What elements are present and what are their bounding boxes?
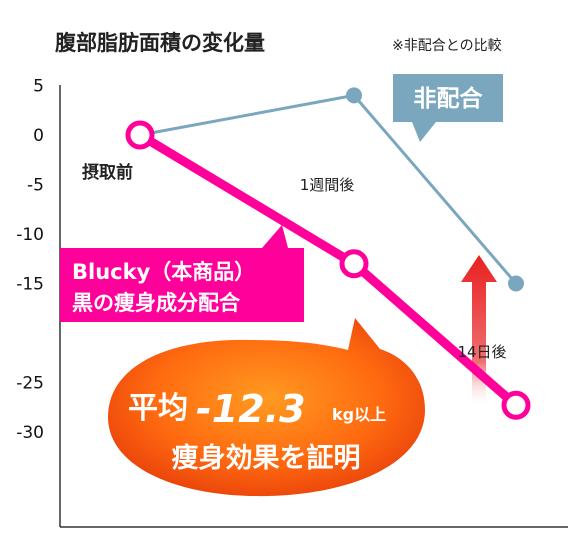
control-legend-box: 非配合 [393,74,503,142]
y-tick-label: -10 [16,225,44,245]
y-tick-label: -5 [27,176,44,196]
chart-title: 腹部脂肪面積の変化量 [55,31,265,55]
product-series-name-line2: 黒の痩身成分配合 [72,291,241,315]
control-data-point [346,87,362,104]
control-series-name: 非配合 [414,85,484,112]
y-tick-label: 5 [33,77,44,97]
chart-note: ※非配合との比較 [392,38,502,54]
y-tick-label: -30 [16,423,44,443]
product-series-name-line1: Blucky（本商品） [72,260,255,284]
difference-arrow [461,255,497,408]
callout-unit: kg以上 [332,405,386,424]
product-data-point [501,390,531,420]
x-label-day14: 14日後 [457,343,506,361]
callout-avg-label: 平均 [128,391,188,426]
y-tick-label: -25 [16,374,44,394]
product-data-point [339,249,369,279]
y-tick-label: 0 [33,126,44,146]
control-data-point [508,275,524,292]
y-tick-group: 5 0 -5 -10 -15 -25 -30 [16,77,44,444]
callout-tagline: 痩身効果を証明 [172,442,361,474]
result-callout-bubble: 平均 -12.3 kg以上 痩身効果を証明 [108,318,425,497]
callout-avg-value: -12.3 [196,387,306,431]
x-label-week1: 1週間後 [300,176,355,194]
series-group [125,87,531,420]
x-label-before: 摂取前 [82,162,133,183]
product-data-point [125,120,155,150]
product-legend-box: Blucky（本商品） 黒の痩身成分配合 [60,225,304,322]
y-tick-label: -15 [16,275,44,295]
